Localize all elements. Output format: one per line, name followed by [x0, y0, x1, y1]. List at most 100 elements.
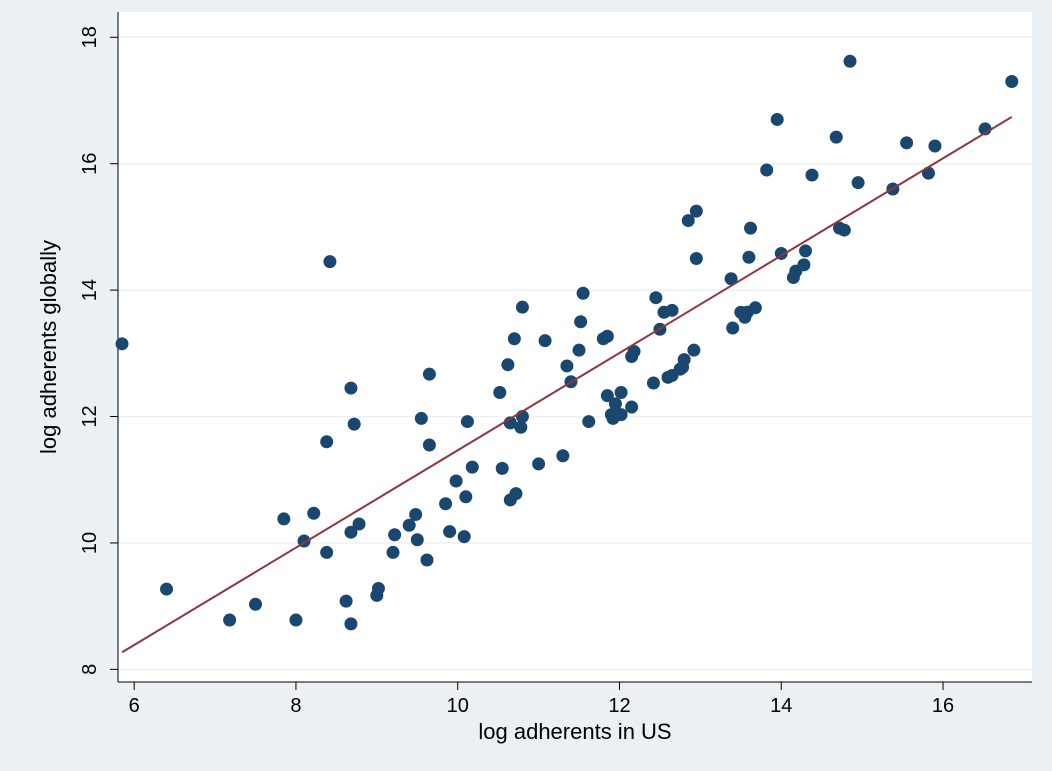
- x-axis-title: log adherents in US: [478, 719, 671, 744]
- data-point: [689, 204, 703, 218]
- data-point: [410, 533, 424, 547]
- y-tick-label: 8: [79, 664, 101, 675]
- data-point: [726, 321, 740, 335]
- data-point: [625, 400, 639, 414]
- data-point: [532, 457, 546, 471]
- data-point: [770, 112, 784, 126]
- x-axis-ticks: 6 8 10 12 14 16: [129, 682, 954, 717]
- x-tick-label: 8: [290, 695, 301, 717]
- data-point: [344, 381, 358, 395]
- data-point: [900, 136, 914, 150]
- data-point: [277, 512, 291, 526]
- data-point: [797, 258, 811, 272]
- fit-line: [121, 116, 1013, 654]
- data-point: [386, 545, 400, 559]
- data-point: [574, 315, 588, 329]
- data-point: [249, 597, 263, 611]
- x-tick-label: 12: [608, 695, 630, 717]
- data-point: [614, 408, 628, 422]
- data-point: [560, 359, 574, 373]
- data-point: [748, 301, 762, 315]
- y-tick-label: 10: [79, 532, 101, 554]
- data-point: [724, 272, 738, 286]
- data-point: [572, 343, 586, 357]
- data-point: [344, 617, 358, 631]
- data-point: [439, 497, 453, 511]
- data-point: [371, 581, 385, 595]
- y-axis-title: log adherents globally: [36, 240, 61, 454]
- y-tick-label: 14: [79, 279, 101, 301]
- x-tick-label: 14: [770, 695, 792, 717]
- data-point: [223, 613, 237, 627]
- data-point: [665, 303, 679, 317]
- data-point: [649, 291, 663, 305]
- data-point: [320, 545, 334, 559]
- data-point: [600, 329, 614, 343]
- data-point: [760, 163, 774, 177]
- data-point: [1005, 75, 1019, 89]
- x-tick-label: 16: [932, 695, 954, 717]
- y-tick-label: 12: [79, 405, 101, 427]
- data-point: [687, 343, 701, 357]
- y-tick-label: 18: [79, 26, 101, 48]
- data-point: [402, 518, 416, 532]
- data-point: [742, 250, 756, 264]
- data-point: [689, 252, 703, 266]
- data-point: [799, 244, 813, 258]
- data-point: [928, 139, 942, 153]
- data-point: [608, 397, 622, 411]
- data-point: [538, 334, 552, 348]
- data-point: [509, 487, 523, 501]
- data-point: [843, 54, 857, 68]
- data-point: [449, 474, 463, 488]
- data-point: [388, 528, 402, 542]
- data-point: [614, 386, 628, 400]
- data-point: [600, 389, 614, 403]
- data-point: [646, 376, 660, 390]
- data-point: [457, 530, 471, 544]
- data-point: [352, 517, 366, 531]
- data-point: [495, 461, 509, 475]
- data-point: [627, 344, 641, 358]
- data-point: [414, 411, 428, 425]
- y-tick-label: 16: [79, 153, 101, 175]
- data-point: [744, 221, 758, 235]
- data-point: [493, 386, 507, 400]
- data-point: [556, 449, 570, 463]
- data-point: [507, 332, 521, 346]
- data-point: [160, 582, 174, 596]
- x-tick-label: 10: [447, 695, 469, 717]
- data-point: [409, 508, 423, 521]
- data-point: [514, 420, 528, 434]
- data-point: [289, 613, 303, 627]
- data-point: [829, 130, 843, 144]
- data-point: [320, 435, 334, 449]
- data-point: [805, 168, 819, 182]
- y-axis-ticks: 8 10 12 14 16 18: [79, 26, 118, 675]
- data-point: [582, 415, 596, 429]
- data-point: [576, 286, 590, 300]
- data-point: [422, 367, 436, 381]
- data-point: [420, 553, 434, 567]
- data-point: [465, 460, 479, 474]
- data-point: [515, 300, 529, 314]
- x-tick-label: 6: [129, 695, 140, 717]
- data-point: [677, 353, 691, 367]
- data-point: [443, 525, 457, 539]
- data-point: [344, 525, 358, 539]
- data-point: [837, 223, 851, 237]
- data-point: [339, 594, 353, 608]
- data-point: [323, 255, 337, 269]
- data-point: [851, 176, 865, 190]
- data-point: [115, 337, 129, 351]
- grid-lines: [118, 36, 1032, 671]
- data-point: [460, 415, 474, 429]
- data-point: [307, 506, 321, 520]
- scatter-points: [115, 54, 1019, 631]
- data-point: [422, 438, 436, 452]
- data-point: [501, 358, 515, 372]
- data-point: [347, 417, 361, 431]
- data-point: [681, 214, 695, 228]
- data-point: [459, 490, 473, 504]
